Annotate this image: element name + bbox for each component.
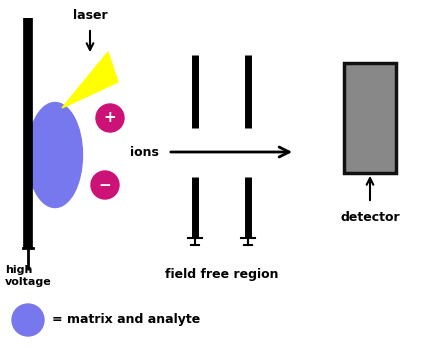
Text: detector: detector (340, 211, 400, 224)
Text: +: + (104, 111, 116, 126)
Text: −: − (99, 177, 111, 192)
Polygon shape (62, 52, 118, 108)
Circle shape (91, 171, 119, 199)
Text: laser: laser (73, 9, 107, 22)
Text: field free region: field free region (165, 268, 278, 281)
Text: = matrix and analyte: = matrix and analyte (52, 314, 200, 326)
Circle shape (12, 304, 44, 336)
Circle shape (96, 104, 124, 132)
Ellipse shape (28, 103, 82, 207)
Bar (344, 63, 396, 173)
Text: ions: ions (130, 145, 159, 158)
Text: high
voltage: high voltage (5, 265, 52, 287)
